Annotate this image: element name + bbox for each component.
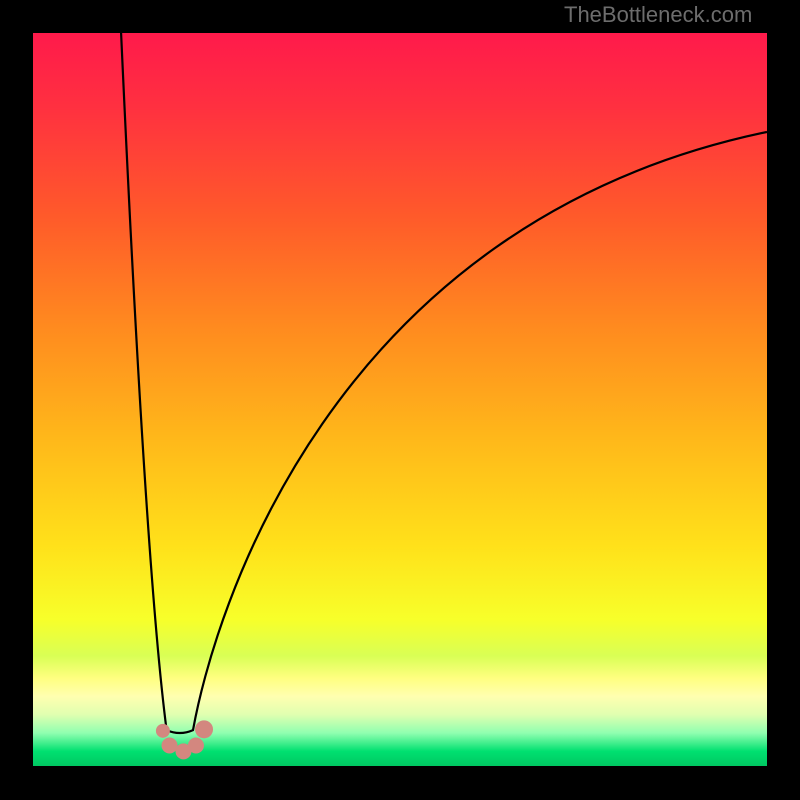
gradient-background bbox=[33, 33, 767, 766]
bottom-marker bbox=[162, 737, 178, 753]
bottom-marker bbox=[195, 720, 213, 738]
watermark-text: TheBottleneck.com bbox=[564, 2, 752, 28]
plot-svg bbox=[33, 33, 767, 766]
plot-area bbox=[33, 33, 767, 766]
bottom-marker bbox=[188, 737, 204, 753]
bottom-marker bbox=[156, 724, 170, 738]
